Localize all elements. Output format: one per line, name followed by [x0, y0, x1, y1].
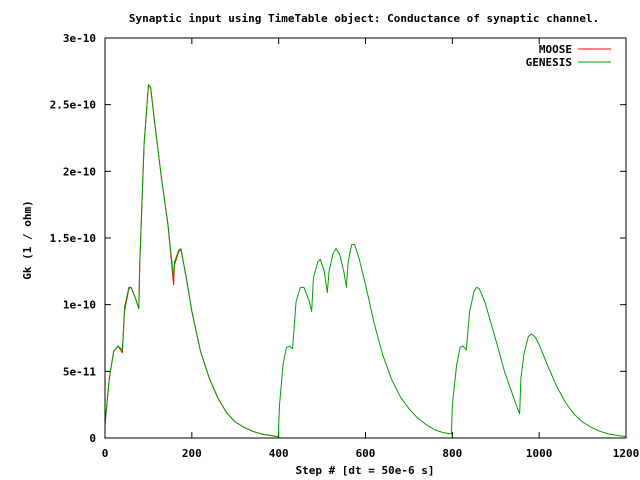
series-line-moose [104, 85, 278, 438]
plot-frame [104, 37, 627, 439]
x-tick-label: 200 [182, 447, 202, 460]
y-tick-label: 5e-11 [63, 365, 96, 378]
x-tick-label: 0 [102, 447, 109, 460]
x-tick-label: 400 [269, 447, 289, 460]
x-tick-label: 800 [442, 447, 462, 460]
x-axis-label: Step # [dt = 50e-6 s] [295, 464, 434, 477]
legend-label-genesis: GENESIS [526, 56, 572, 69]
y-tick-label: 1.5e-10 [50, 232, 96, 245]
y-tick-label: 1e-10 [63, 299, 96, 312]
y-axis-label: Gk (1 / ohm) [21, 200, 34, 279]
y-tick-label: 2e-10 [63, 165, 96, 178]
legend-label-moose: MOOSE [539, 43, 572, 56]
x-tick-label: 1200 [613, 447, 640, 460]
x-tick-label: 600 [356, 447, 376, 460]
y-tick-label: 2.5e-10 [50, 99, 96, 112]
y-tick-label: 0 [89, 432, 96, 445]
x-axis-ticks: 0 200 400 600 800 1000 1200 [102, 38, 640, 460]
y-tick-label: 3e-10 [63, 32, 96, 45]
series-layer [104, 84, 627, 438]
series-line-genesis [104, 84, 627, 438]
y-axis-ticks: 0 5e-11 1e-10 1.5e-10 2e-10 2.5e-10 3e-10 [50, 32, 626, 445]
x-tick-label: 1000 [526, 447, 553, 460]
chart-title: Synaptic input using TimeTable object: C… [129, 12, 599, 25]
